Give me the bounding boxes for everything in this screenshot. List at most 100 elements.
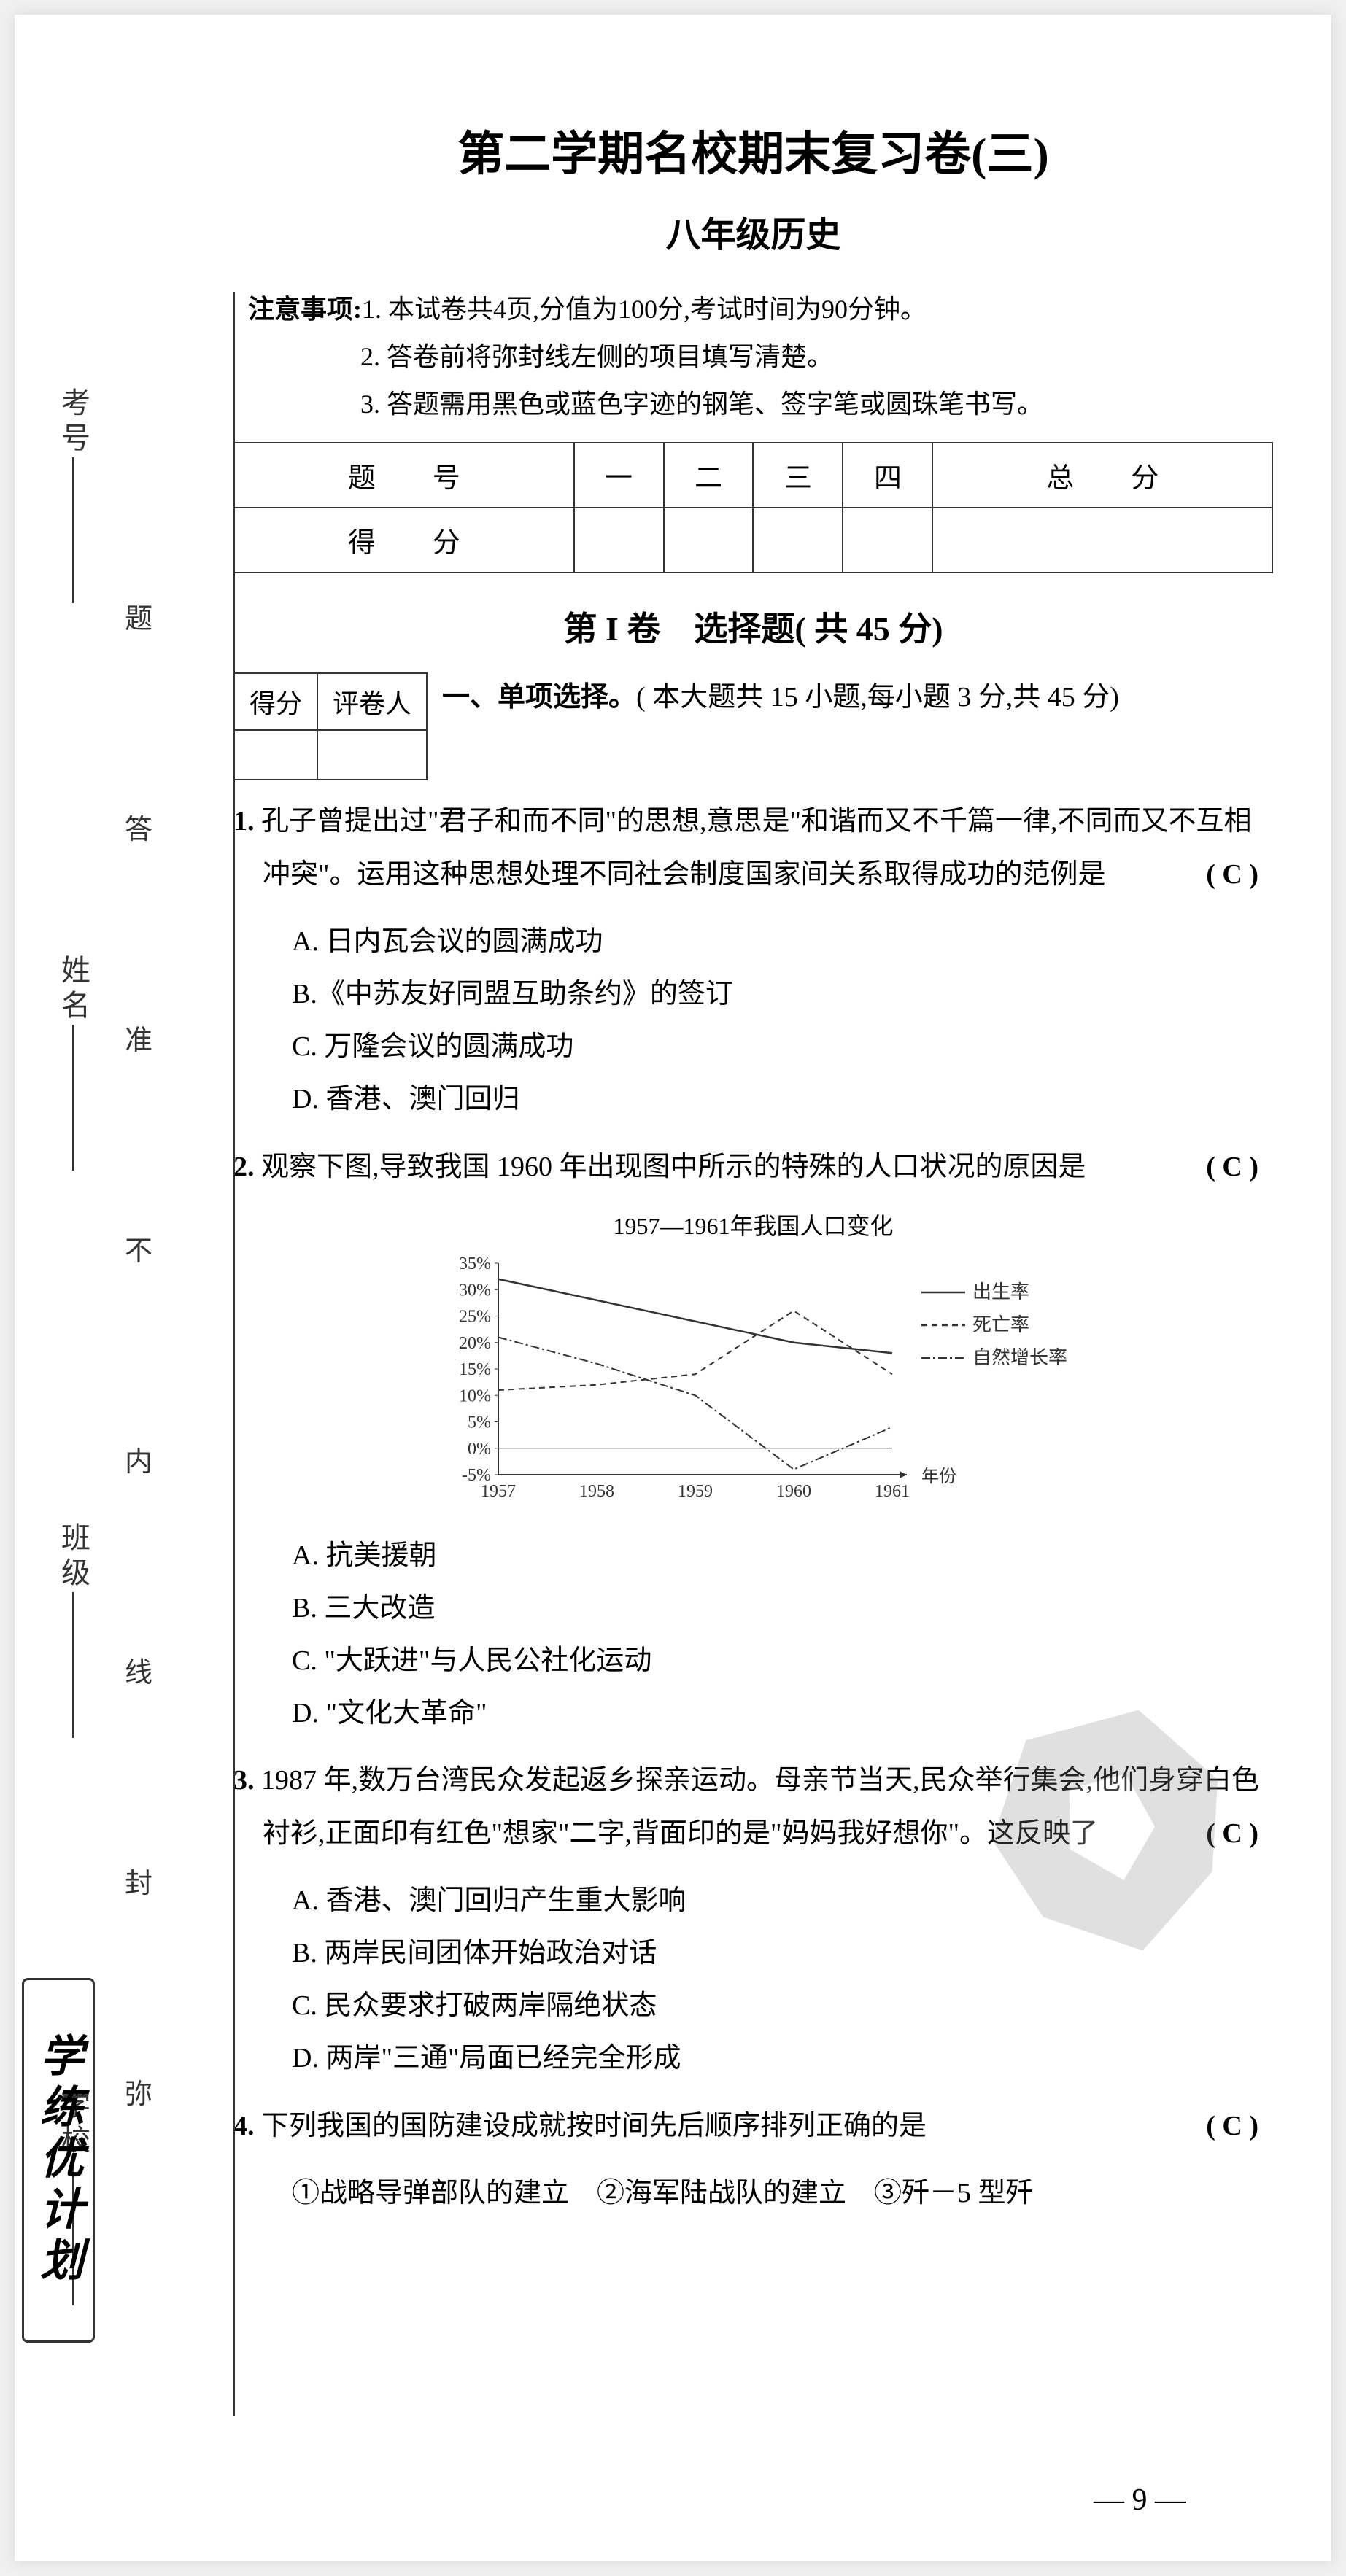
label-group: 姓名	[52, 955, 94, 1185]
answer-mark: ( C )	[1206, 1141, 1258, 1193]
svg-text:出生率: 出生率	[972, 1281, 1029, 1303]
header-cell: 四	[843, 443, 932, 508]
bind-char: 弥	[125, 2071, 152, 2111]
header-cell: 题 号	[234, 443, 574, 508]
page-number: — 9 —	[1094, 2483, 1186, 2518]
scorer-header: 得分	[234, 673, 317, 730]
question-number: 4.	[233, 2111, 255, 2141]
header-cell: 总 分	[932, 443, 1272, 508]
option-b: B.《中苏友好同盟互助条约》的签订	[292, 968, 1273, 1020]
options-4: ①战略导弹部队的建立 ②海军陆战队的建立 ③歼－5 型歼	[233, 2167, 1273, 2219]
bind-char: 封	[125, 1861, 152, 1901]
brand-logo-text: 学练优计划	[27, 2033, 90, 2288]
exam-title: 第二学期名校期末复习卷(三)	[233, 117, 1273, 184]
question-text: 观察下图,导致我国 1960 年出现图中所示的特殊的人口状况的原因是	[261, 1152, 1086, 1182]
score-cell: 得 分	[234, 508, 574, 573]
label-group: 考号	[52, 387, 94, 618]
score-cell[interactable]	[574, 508, 664, 573]
scorer-cell[interactable]	[234, 730, 317, 780]
bind-char: 线	[125, 1650, 152, 1690]
table-row: 题 号 一 二 三 四 总 分	[234, 443, 1272, 508]
svg-text:20%: 20%	[459, 1333, 491, 1352]
svg-text:自然增长率: 自然增长率	[972, 1347, 1067, 1368]
svg-text:年份: 年份	[921, 1467, 956, 1486]
underline	[72, 1592, 74, 1738]
section-1-title: 第 I 卷 选择题( 共 45 分)	[233, 602, 1273, 651]
question-number: 3.	[233, 1765, 255, 1796]
header-cell: 三	[753, 443, 843, 508]
option-c: C. 万隆会议的圆满成功	[292, 1020, 1273, 1073]
answer-mark: ( C )	[1206, 2100, 1258, 2152]
question-1: 1. 孔子曾提出过"君子和而不同"的思想,意思是"和谐而又不千篇一律,不同而又不…	[233, 795, 1273, 900]
option-d: D. 香港、澳门回归	[292, 1073, 1273, 1125]
svg-text:30%: 30%	[459, 1281, 491, 1300]
option-a: A. 日内瓦会议的圆满成功	[292, 915, 1273, 968]
bind-char: 内	[125, 1439, 152, 1479]
score-cell[interactable]	[932, 508, 1272, 573]
binding-warning: 题 答 准 不 内 线 封 弥	[117, 511, 160, 2197]
notice-item: 3. 答题需用黑色或蓝色字迹的钢笔、签字笔或圆珠笔书写。	[360, 389, 1043, 419]
intro-label: 一、单项选择。	[442, 682, 636, 713]
answer-mark: ( C )	[1206, 848, 1258, 901]
exam-number-label: 考号	[52, 387, 94, 457]
svg-text:1958: 1958	[579, 1482, 614, 1501]
notice-item: 1. 本试卷共4页,分值为100分,考试时间为90分钟。	[362, 295, 927, 324]
score-cell[interactable]	[664, 508, 754, 573]
table-row: 得 分	[234, 508, 1272, 573]
header-cell: 一	[574, 443, 664, 508]
question-text: 下列我国的国防建设成就按时间先后顺序排列正确的是	[261, 2111, 927, 2141]
population-chart: 1957—1961年我国人口变化 35%30%25%20%15%10%5%0%-…	[233, 1208, 1273, 1515]
scorer-table: 得分 评卷人	[233, 672, 428, 780]
question-2: 2. 观察下图,导致我国 1960 年出现图中所示的特殊的人口状况的原因是 ( …	[233, 1141, 1273, 1193]
notice-item: 2. 答卷前将弥封线左侧的项目填写清楚。	[360, 342, 833, 371]
line-chart-svg: 35%30%25%20%15%10%5%0%-5%195719581959196…	[425, 1249, 1082, 1511]
svg-text:1961: 1961	[875, 1482, 910, 1501]
class-label: 班级	[52, 1522, 94, 1592]
question-intro: 一、单项选择。( 本大题共 15 小题,每小题 3 分,共 45 分)	[442, 672, 1273, 722]
svg-text:1959: 1959	[678, 1482, 713, 1501]
brand-logo-box: 学练优计划	[22, 1978, 95, 2343]
svg-text:35%: 35%	[459, 1254, 491, 1273]
bind-char: 不	[125, 1228, 152, 1268]
svg-text:1957: 1957	[481, 1482, 516, 1501]
question-text: 孔子曾提出过"君子和而不同"的思想,意思是"和谐而又不千篇一律,不同而又不互相冲…	[261, 806, 1252, 889]
options-1: A. 日内瓦会议的圆满成功 B.《中苏友好同盟互助条约》的签订 C. 万隆会议的…	[233, 915, 1273, 1126]
chart-title: 1957—1961年我国人口变化	[233, 1208, 1273, 1241]
option-b: B. 三大改造	[292, 1582, 1273, 1634]
option-inline: ①战略导弹部队的建立 ②海军陆战队的建立 ③歼－5 型歼	[292, 2167, 1273, 2219]
svg-text:10%: 10%	[459, 1386, 491, 1405]
section-header-row: 得分 评卷人 一、单项选择。( 本大题共 15 小题,每小题 3 分,共 45 …	[233, 672, 1273, 780]
exam-subtitle: 八年级历史	[233, 206, 1273, 257]
score-cell[interactable]	[753, 508, 843, 573]
table-row	[234, 730, 427, 780]
label-group: 班级	[52, 1522, 94, 1753]
svg-text:5%: 5%	[468, 1413, 491, 1432]
question-number: 2.	[233, 1152, 255, 1182]
score-cell[interactable]	[843, 508, 932, 573]
question-number: 1.	[233, 806, 255, 837]
header-cell: 二	[664, 443, 754, 508]
svg-text:25%: 25%	[459, 1307, 491, 1326]
bind-char: 答	[125, 807, 152, 847]
svg-text:死亡率: 死亡率	[972, 1314, 1029, 1335]
svg-text:15%: 15%	[459, 1360, 491, 1379]
option-d: D. 两岸"三通"局面已经完全形成	[292, 2032, 1273, 2084]
bind-char: 题	[125, 596, 152, 636]
score-summary-table: 题 号 一 二 三 四 总 分 得 分	[233, 442, 1273, 573]
table-row: 得分 评卷人	[234, 673, 427, 730]
svg-text:1960: 1960	[776, 1482, 811, 1501]
scorer-header: 评卷人	[317, 673, 427, 730]
option-c: C. 民众要求打破两岸隔绝状态	[292, 1979, 1273, 2032]
svg-text:0%: 0%	[468, 1439, 491, 1458]
notice-label: 注意事项:	[248, 295, 362, 324]
bind-char: 准	[125, 1017, 152, 1058]
question-4: 4. 下列我国的国防建设成就按时间先后顺序排列正确的是 ( C )	[233, 2100, 1273, 2152]
intro-text: ( 本大题共 15 小题,每小题 3 分,共 45 分)	[636, 682, 1119, 713]
scorer-cell[interactable]	[317, 730, 427, 780]
underline	[72, 457, 74, 603]
notice-section: 注意事项:1. 本试卷共4页,分值为100分,考试时间为90分钟。 注意事项:2…	[233, 286, 1273, 427]
name-label: 姓名	[52, 955, 94, 1025]
exam-page: 考号 姓名 班级 学校 题 答 准 不 内 线 封 弥	[15, 15, 1331, 2561]
option-a: A. 抗美援朝	[292, 1529, 1273, 1582]
option-c: C. "大跃进"与人民公社化运动	[292, 1634, 1273, 1687]
